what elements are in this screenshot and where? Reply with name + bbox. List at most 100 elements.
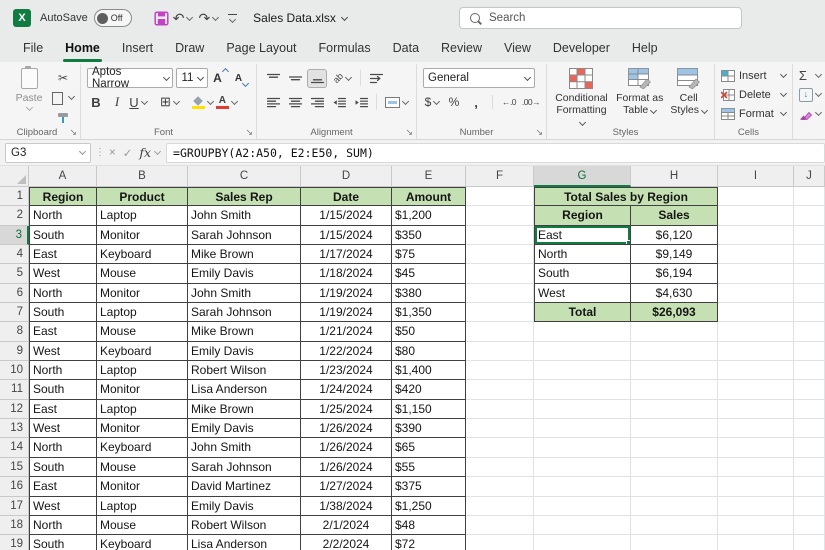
cell-J3[interactable]: [794, 225, 825, 246]
cell-C12[interactable]: Mike Brown: [188, 399, 301, 420]
tab-formulas[interactable]: Formulas: [318, 41, 371, 55]
cell-A19[interactable]: South: [29, 535, 97, 550]
column-header-F[interactable]: F: [466, 166, 534, 187]
cell-E19[interactable]: $72: [392, 535, 466, 550]
cell-B11[interactable]: Monitor: [97, 380, 188, 400]
cell-I3[interactable]: [718, 225, 794, 246]
cell-C16[interactable]: David Martinez: [188, 477, 301, 497]
cell-F13[interactable]: [466, 419, 534, 439]
row-header-15[interactable]: 15: [0, 457, 29, 478]
cell-G6[interactable]: West: [534, 283, 631, 304]
number-dialog-launcher[interactable]: ↘: [535, 127, 543, 137]
cell-F2[interactable]: [466, 206, 534, 226]
cell-H18[interactable]: [631, 515, 718, 536]
fill-color-button[interactable]: [191, 93, 214, 112]
cell-F18[interactable]: [466, 515, 534, 536]
row-header-8[interactable]: 8: [0, 322, 29, 342]
cell-J15[interactable]: [794, 457, 825, 478]
cell-G1[interactable]: Total Sales by Region: [534, 187, 718, 207]
cell-I10[interactable]: [718, 361, 794, 381]
insert-function-chevron[interactable]: [154, 147, 162, 156]
cell-J6[interactable]: [794, 283, 825, 304]
cell-I4[interactable]: [718, 245, 794, 265]
cell-C2[interactable]: John Smith: [188, 206, 301, 226]
cut-button[interactable]: ✂: [52, 68, 74, 87]
cell-A5[interactable]: West: [29, 264, 97, 284]
italic-button[interactable]: I: [114, 94, 120, 109]
cell-E8[interactable]: $50: [392, 322, 466, 342]
cell-D4[interactable]: 1/17/2024: [301, 245, 392, 265]
cell-B9[interactable]: Keyboard: [97, 341, 188, 362]
cell-A2[interactable]: North: [29, 206, 97, 226]
cell-F4[interactable]: [466, 245, 534, 265]
cell-F12[interactable]: [466, 399, 534, 420]
cell-G3[interactable]: East: [534, 225, 631, 246]
cell-G10[interactable]: [534, 361, 631, 381]
column-header-D[interactable]: D: [301, 166, 392, 187]
font-dialog-launcher[interactable]: ↘: [245, 127, 253, 137]
cell-E18[interactable]: $48: [392, 515, 466, 536]
cell-J19[interactable]: [794, 535, 825, 550]
cell-E6[interactable]: $380: [392, 283, 466, 304]
column-header-J[interactable]: J: [794, 166, 825, 187]
cell-I13[interactable]: [718, 419, 794, 439]
cell-E14[interactable]: $65: [392, 438, 466, 458]
increase-font-button[interactable]: A: [211, 67, 229, 88]
cell-H6[interactable]: $4,630: [631, 283, 718, 304]
cell-F17[interactable]: [466, 496, 534, 516]
orientation-button[interactable]: ab: [329, 69, 355, 88]
cell-F16[interactable]: [466, 477, 534, 497]
format-painter-button[interactable]: [52, 108, 74, 127]
cell-D7[interactable]: 1/19/2024: [301, 303, 392, 323]
row-header-12[interactable]: 12: [0, 399, 29, 420]
insert-function-button[interactable]: fx: [139, 145, 152, 160]
tab-insert[interactable]: Insert: [121, 41, 154, 55]
cell-A8[interactable]: East: [29, 322, 97, 342]
cell-H3[interactable]: $6,120: [631, 225, 718, 246]
comma-format-button[interactable]: ,: [467, 93, 485, 112]
cell-B10[interactable]: Laptop: [97, 361, 188, 381]
cell-F5[interactable]: [466, 264, 534, 284]
cell-J16[interactable]: [794, 477, 825, 497]
cell-B7[interactable]: Laptop: [97, 303, 188, 323]
cell-B17[interactable]: Laptop: [97, 496, 188, 516]
cell-H13[interactable]: [631, 419, 718, 439]
redo-button[interactable]: ↷: [196, 11, 220, 25]
row-header-18[interactable]: 18: [0, 515, 29, 536]
row-header-16[interactable]: 16: [0, 477, 29, 497]
cell-A3[interactable]: South: [29, 225, 97, 246]
cell-G19[interactable]: [534, 535, 631, 550]
name-box[interactable]: G3: [5, 142, 91, 163]
cell-D17[interactable]: 1/38/2024: [301, 496, 392, 516]
cell-F10[interactable]: [466, 361, 534, 381]
cell-I9[interactable]: [718, 341, 794, 362]
cell-C14[interactable]: John Smith: [188, 438, 301, 458]
cell-A1[interactable]: Region: [29, 187, 97, 207]
cell-I18[interactable]: [718, 515, 794, 536]
cell-D11[interactable]: 1/24/2024: [301, 380, 392, 400]
cell-H17[interactable]: [631, 496, 718, 516]
currency-format-button[interactable]: $: [423, 93, 441, 112]
wrap-text-button[interactable]: [366, 69, 386, 88]
cell-C1[interactable]: Sales Rep: [188, 187, 301, 207]
cell-C3[interactable]: Sarah Johnson: [188, 225, 301, 246]
insert-cells-button[interactable]: Insert: [721, 66, 787, 85]
cell-B3[interactable]: Monitor: [97, 225, 188, 246]
cell-B8[interactable]: Mouse: [97, 322, 188, 342]
autosum-button[interactable]: Σ: [799, 66, 822, 85]
cell-I19[interactable]: [718, 535, 794, 550]
conditional-formatting-button[interactable]: Conditional Formatting: [553, 66, 610, 128]
cell-I2[interactable]: [718, 206, 794, 226]
fill-button[interactable]: ↓: [798, 85, 822, 104]
cell-I5[interactable]: [718, 264, 794, 284]
tab-page-layout[interactable]: Page Layout: [226, 41, 297, 55]
tab-file[interactable]: File: [23, 41, 44, 55]
cell-I1[interactable]: [718, 187, 794, 207]
column-header-H[interactable]: H: [631, 166, 718, 187]
cell-G8[interactable]: [534, 322, 631, 342]
cell-C17[interactable]: Emily Davis: [188, 496, 301, 516]
merge-center-button[interactable]: [382, 93, 410, 112]
cell-A15[interactable]: South: [29, 457, 97, 478]
cell-B19[interactable]: Keyboard: [97, 535, 188, 550]
cell-B4[interactable]: Keyboard: [97, 245, 188, 265]
